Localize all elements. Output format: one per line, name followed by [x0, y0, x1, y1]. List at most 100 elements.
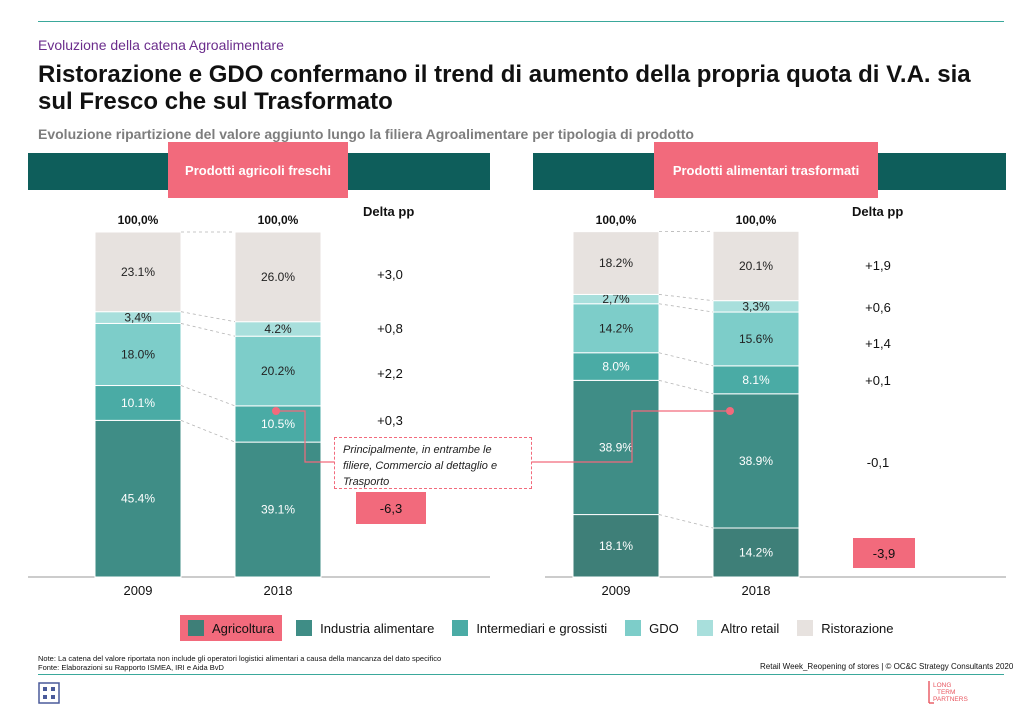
connector-line [180, 311, 236, 323]
callout-note: Principalmente, in entrambe le filiere, … [334, 437, 532, 489]
footnote: Note: La catena del valore riportata non… [38, 654, 441, 672]
delta-header-fresh: Delta pp [363, 204, 415, 219]
bar-segment-gdo-2018 [234, 335, 322, 407]
data-label-gdo-2018: 15.6% [739, 332, 773, 346]
delta-fresh-gdo: +2,2 [377, 366, 403, 381]
legend-item-agricoltura: Agricoltura [180, 615, 283, 641]
legend-label: Intermediari e grossisti [476, 620, 608, 636]
bar-segment-gdo-2009 [94, 322, 182, 387]
bar-segment-industria-alimentare-2018 [234, 441, 322, 578]
delta-processed-altro-retail: +0,6 [865, 300, 891, 315]
legend-item-gdo: GDO [625, 615, 679, 641]
data-label-gdo-2009: 18.0% [121, 347, 155, 361]
panel-banner-processed-label: Prodotti alimentari trasformati [672, 162, 860, 178]
delta-processed-intermediari: +0,1 [865, 373, 891, 388]
legend-item-intermediari: Intermediari e grossisti [452, 615, 607, 641]
data-label-agricoltura-2018: 14.2% [739, 546, 773, 560]
footnote-note: Note: La catena del valore riportata non… [38, 654, 442, 663]
data-label-intermediari-e-grossisti-2018: 10.5% [261, 417, 295, 431]
delta-processed-agricoltura: -3,9 [853, 538, 915, 568]
connector-line [658, 294, 714, 302]
bar-segment-industria-alimentare-2018 [712, 393, 800, 529]
total-label-2018: 100,0% [258, 213, 299, 227]
connector-line [180, 419, 236, 443]
data-label-gdo-2018: 20.2% [261, 364, 295, 378]
data-label-intermediari-e-grossisti-2018: 8.1% [742, 373, 770, 387]
panel-banner-fresh-label: Prodotti agricoli freschi [185, 162, 331, 178]
data-label-ristorazione-2018: 20.1% [739, 259, 773, 273]
callout-connector-right [532, 410, 730, 463]
footnote-source: Fonte: Elaborazioni su Rapporto ISMEA, I… [38, 663, 224, 672]
bar-segment-gdo-2018 [712, 311, 800, 367]
bar-segment-agricoltura-2018 [712, 527, 800, 578]
data-label-altro-retail-2009: 3,4% [124, 311, 152, 325]
delta-processed-industria: -0,1 [866, 455, 890, 470]
bar-segment-intermediari-e-grossisti-2009 [94, 385, 182, 421]
delta-processed-ristorazione: +1,9 [865, 258, 891, 273]
category-label-2009: 2009 [602, 583, 631, 598]
svg-text:TERM: TERM [937, 689, 955, 696]
data-label-ristorazione-2018: 26.0% [261, 270, 295, 284]
legend-item-altro-retail: Altro retail [696, 615, 780, 641]
data-label-industria-alimentare-2009: 38.9% [599, 440, 633, 454]
legend-label: Ristorazione [821, 620, 894, 636]
total-label-2009: 100,0% [118, 213, 159, 227]
data-label-altro-retail-2009: 2,7% [602, 292, 630, 306]
legend-swatch [696, 620, 713, 636]
legend: Agricoltura Industria alimentare Interme… [180, 615, 912, 641]
section-overline: Evoluzione della catena Agroalimentare [38, 37, 284, 53]
category-label-2018: 2018 [264, 583, 293, 598]
bar-segment-intermediari-e-grossisti-2018 [712, 365, 800, 395]
legend-label: Industria alimentare [320, 620, 435, 636]
legend-label: Agricoltura [212, 620, 275, 636]
data-label-altro-retail-2018: 3,3% [742, 299, 770, 313]
connector-line [658, 379, 714, 395]
bar-segment-ristorazione-2009 [572, 231, 660, 295]
legend-swatch [452, 620, 469, 636]
connector-line [658, 303, 714, 313]
data-label-industria-alimentare-2009: 45.4% [121, 492, 155, 506]
delta-fresh-altro-retail: +0,8 [377, 321, 403, 336]
page-title: Ristorazione e GDO confermano il trend d… [38, 61, 971, 115]
data-label-ristorazione-2009: 18.2% [599, 256, 633, 270]
connector-line [658, 352, 714, 367]
data-label-intermediari-e-grossisti-2009: 8.0% [602, 360, 630, 374]
legend-label: GDO [649, 620, 679, 636]
legend-swatch [797, 620, 814, 636]
bottom-rule [38, 674, 1004, 675]
total-label-2018: 100,0% [736, 213, 777, 227]
bar-segment-industria-alimentare-2009 [572, 379, 660, 516]
data-label-intermediari-e-grossisti-2009: 10.1% [121, 396, 155, 410]
page-subtitle: Evoluzione ripartizione del valore aggiu… [38, 126, 694, 142]
data-label-ristorazione-2009: 23.1% [121, 265, 155, 279]
bar-segment-ristorazione-2009 [94, 231, 182, 313]
bar-segment-industria-alimentare-2009 [94, 419, 182, 578]
footer-credit: Retail Week_Reopening of stores | © OC&C… [760, 662, 1014, 671]
legend-item-ristorazione: Ristorazione [797, 615, 894, 641]
legend-swatch [296, 620, 313, 636]
bar-segment-ristorazione-2018 [712, 230, 800, 302]
delta-fresh-intermediari: +0,3 [377, 413, 403, 428]
legend-swatch [188, 620, 204, 636]
svg-text:PARTNERS: PARTNERS [933, 696, 968, 703]
panel-banner-fresh: Prodotti agricoli freschi [168, 142, 348, 198]
delta-header-processed: Delta pp [852, 204, 904, 219]
callout-marker-right [726, 407, 734, 415]
data-label-gdo-2009: 14.2% [599, 321, 633, 335]
delta-fresh-industria: -6,3 [356, 492, 426, 524]
data-label-industria-alimentare-2018: 39.1% [261, 503, 295, 517]
legend-item-industria: Industria alimentare [296, 615, 434, 641]
callout-connector-left [276, 410, 334, 463]
data-label-agricoltura-2009: 18.1% [599, 539, 633, 553]
category-label-2009: 2009 [124, 583, 153, 598]
callout-marker-left [272, 407, 280, 415]
data-label-altro-retail-2018: 4.2% [264, 322, 292, 336]
grid-logo-icon [38, 682, 60, 704]
connector-line [180, 323, 236, 337]
legend-swatch [625, 620, 642, 636]
bar-segment-ristorazione-2018 [234, 231, 322, 323]
category-label-2018: 2018 [742, 583, 771, 598]
legend-label: Altro retail [720, 620, 780, 636]
svg-text:LONG: LONG [933, 682, 951, 689]
